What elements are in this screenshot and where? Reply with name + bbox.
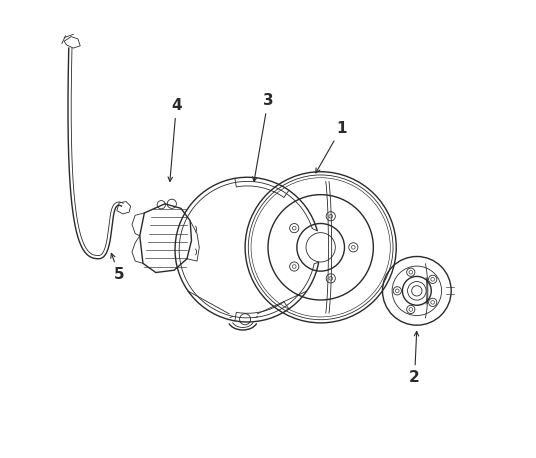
Text: 3: 3 [252, 93, 273, 181]
Text: 4: 4 [168, 98, 182, 181]
Text: 2: 2 [409, 332, 420, 385]
Text: 1: 1 [316, 121, 347, 173]
Text: 5: 5 [111, 253, 124, 282]
